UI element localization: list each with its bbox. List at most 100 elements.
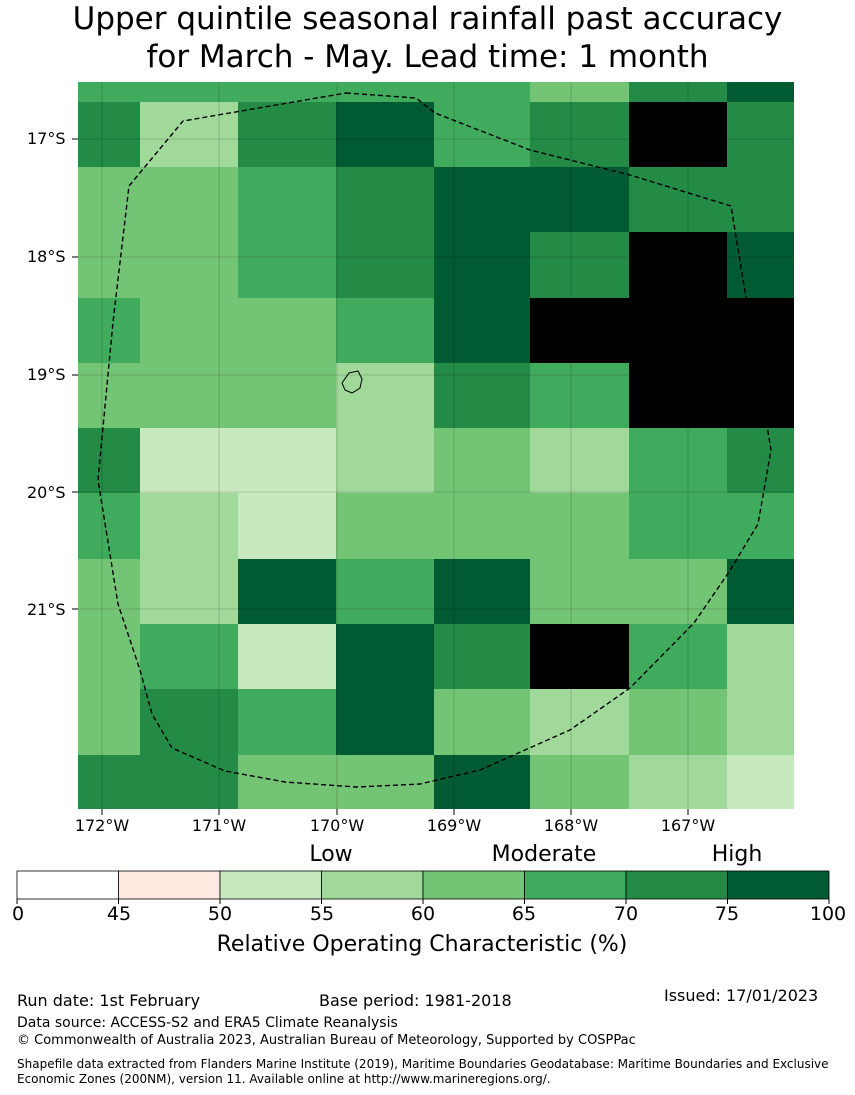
grid-cell <box>530 167 629 232</box>
issued-date: Issued: 17/01/2023 <box>664 986 819 1005</box>
grid-cell <box>727 689 794 755</box>
map-title: Upper quintile seasonal rainfall past ac… <box>0 0 855 76</box>
grid-cell <box>530 689 629 755</box>
lat-label: 20°S <box>27 483 66 502</box>
grid-cell <box>727 363 794 428</box>
grid-cell <box>336 82 434 102</box>
grid-cell <box>336 167 434 232</box>
colorbar-tick: 50 <box>207 903 233 925</box>
grid-cell <box>336 102 434 167</box>
colorbar-tick: 0 <box>11 903 25 925</box>
colorbar <box>16 870 830 904</box>
base-period: Base period: 1981-2018 <box>319 991 512 1010</box>
colorbar-tick: 100 <box>809 903 847 925</box>
grid-cell <box>140 493 238 559</box>
grid-cell <box>336 428 434 493</box>
grid-cell <box>140 689 238 755</box>
colorbar-tick: 75 <box>714 903 740 925</box>
colorbar-tick: 55 <box>309 903 335 925</box>
grid-cell <box>434 167 530 232</box>
grid-cell <box>629 559 727 624</box>
lon-label: 171°W <box>191 816 247 835</box>
grid-cell <box>238 559 336 624</box>
island-outline <box>341 370 363 394</box>
title-line-1: Upper quintile seasonal rainfall past ac… <box>72 1 783 37</box>
grid-cell <box>78 689 140 755</box>
copyright: © Commonwealth of Australia 2023, Austra… <box>17 1033 636 1048</box>
lon-label: 170°W <box>309 816 365 835</box>
grid-cell <box>78 298 140 363</box>
grid-cell <box>140 82 238 102</box>
grid-cell <box>336 298 434 363</box>
grid-cell <box>530 298 629 363</box>
grid-cell <box>140 624 238 689</box>
eez-boundary <box>97 92 772 788</box>
grid-cell <box>530 82 629 102</box>
grid-cell <box>238 363 336 428</box>
grid-cell <box>629 755 727 809</box>
grid-cell <box>530 755 629 809</box>
grid-cell <box>434 689 530 755</box>
grid-cell <box>336 493 434 559</box>
grid-cell <box>530 559 629 624</box>
grid-cell <box>434 363 530 428</box>
grid-cell <box>78 428 140 493</box>
grid-cell <box>78 167 140 232</box>
colorbar-tick: 70 <box>613 903 639 925</box>
grid-cell <box>434 755 530 809</box>
run-date: Run date: 1st February <box>17 991 201 1010</box>
grid-cell <box>140 167 238 232</box>
colorbar-tick: 60 <box>410 903 436 925</box>
data-source: Data source: ACCESS-S2 and ERA5 Climate … <box>17 1015 398 1031</box>
grid-cell <box>530 428 629 493</box>
band-label-low: Low <box>309 842 353 867</box>
grid-cell <box>78 624 140 689</box>
colorbar-swatch <box>321 870 424 900</box>
shapefile-credit: Shapefile data extracted from Flanders M… <box>17 1057 829 1086</box>
grid-cell <box>336 624 434 689</box>
grid-cell <box>629 82 727 102</box>
lon-label: 169°W <box>426 816 482 835</box>
grid-cell <box>434 624 530 689</box>
grid-cell <box>336 363 434 428</box>
grid-cell <box>727 167 794 232</box>
grid-cell <box>530 624 629 689</box>
grid-cell <box>434 298 530 363</box>
grid-cell <box>140 363 238 428</box>
grid-cell <box>238 428 336 493</box>
grid-cell <box>238 232 336 298</box>
grid-cell <box>140 755 238 809</box>
colorbar-swatch <box>16 870 119 900</box>
colorbar-swatch <box>727 870 830 900</box>
grid-cell <box>434 232 530 298</box>
lat-label: 18°S <box>27 247 66 266</box>
colorbar-swatch <box>625 870 728 900</box>
grid-cell <box>727 624 794 689</box>
grid-cell <box>629 689 727 755</box>
grid-cell <box>238 493 336 559</box>
colorbar-swatch <box>524 870 627 900</box>
band-label-moderate: Moderate <box>491 842 597 867</box>
colorbar-label: Relative Operating Characteristic (%) <box>216 932 628 957</box>
grid-cell <box>629 102 727 167</box>
grid-cell <box>629 428 727 493</box>
grid-cell <box>727 102 794 167</box>
lat-label: 19°S <box>27 365 66 384</box>
lat-label: 17°S <box>27 129 66 148</box>
roc-grid <box>78 82 794 809</box>
grid-cell <box>336 232 434 298</box>
grid-cell <box>238 102 336 167</box>
colorbar-swatch <box>118 870 221 900</box>
grid-cell <box>238 298 336 363</box>
grid-cell <box>434 82 530 102</box>
colorbar-tick: 65 <box>511 903 537 925</box>
grid-cell <box>727 755 794 809</box>
grid-cell <box>238 82 336 102</box>
grid-cell <box>434 102 530 167</box>
grid-cell <box>629 493 727 559</box>
grid-cell <box>727 559 794 624</box>
lon-label: 168°W <box>543 816 599 835</box>
grid-cell <box>434 493 530 559</box>
grid-cell <box>629 363 727 428</box>
colorbar-swatch <box>219 870 322 900</box>
